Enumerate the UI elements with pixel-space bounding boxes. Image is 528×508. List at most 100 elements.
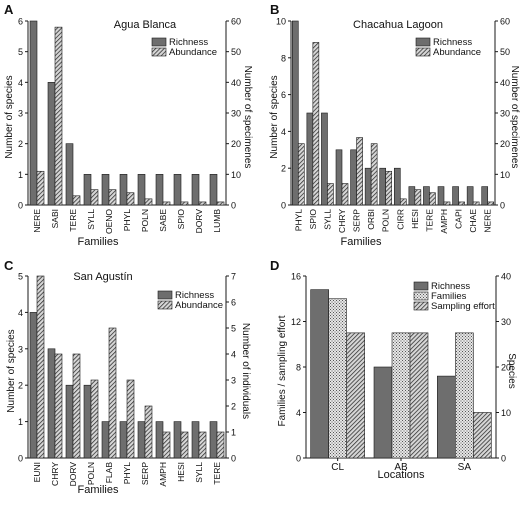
x-tick-label: EUNI — [32, 462, 42, 482]
y-tick-label-right: 1 — [231, 428, 236, 438]
bar-richness — [119, 421, 128, 459]
x-tick-label: HESI — [176, 462, 186, 482]
y-tick-label-right: 30 — [501, 317, 511, 327]
y-tick-label-right: 30 — [231, 109, 241, 119]
chart-panel-c: C San Agustín 0 1 2 3 4 5 0 1 2 3 4 5 6 7 Number of spec… — [4, 258, 251, 496]
x-tick-label: SABI — [50, 209, 60, 228]
y-axis-label-right: Number of individuals — [240, 323, 251, 419]
y-tick-label-right: 0 — [231, 454, 236, 464]
x-tick-label: DORV — [194, 209, 204, 234]
bar-richness — [47, 82, 56, 206]
y-tick-label-left: 5 — [18, 47, 23, 57]
legend-label: Sampling effort — [431, 301, 495, 312]
y-axis-label-left: Number of species — [269, 75, 280, 158]
bar-abundance — [216, 201, 225, 206]
bar-richness — [423, 186, 430, 206]
x-tick-label: AMPH — [439, 209, 449, 234]
legend-label: Abundance — [433, 47, 481, 58]
bar-richness — [393, 167, 401, 206]
x-tick-label: AB — [394, 462, 408, 473]
bar-abundance — [414, 189, 422, 206]
panel-letter: B — [270, 2, 279, 17]
legend-swatch — [413, 291, 429, 301]
x-tick-label: SABE — [158, 209, 168, 232]
bar-richness — [481, 186, 489, 206]
x-tick-label: ORBI — [366, 209, 376, 230]
bar-richness — [137, 421, 146, 459]
bar-abundance — [162, 431, 171, 459]
bar-richness — [83, 384, 92, 459]
y-tick-label-left: 3 — [18, 109, 23, 119]
bar-abundance — [108, 189, 117, 206]
y-tick-label-left: 4 — [296, 408, 301, 418]
x-tick-label: PHYL — [122, 209, 132, 231]
x-tick-label: HESI — [410, 209, 420, 229]
bar-sampling-effort — [473, 412, 492, 459]
bar-richness — [437, 186, 445, 206]
y-tick-label-right: 7 — [231, 272, 236, 282]
bar-richness — [137, 174, 146, 206]
bar-richness — [119, 174, 128, 206]
x-tick-label: CHAE — [468, 209, 478, 233]
y-axis-label-left: Number of species — [4, 75, 15, 158]
bar-families — [328, 298, 347, 459]
x-tick-label: SERP — [140, 462, 150, 485]
y-tick-label-right: 10 — [501, 408, 511, 418]
chart-title: Agua Blanca — [114, 19, 177, 31]
y-tick-label-right: 30 — [500, 109, 510, 119]
x-tick-label: CL — [331, 462, 344, 473]
bar-abundance — [429, 192, 436, 206]
x-tick-label: PHYL — [293, 209, 303, 231]
bar-richness — [310, 289, 329, 459]
x-tick-label: CIRR — [395, 209, 405, 230]
bar-abundance — [162, 201, 171, 206]
x-tick-label: OENO — [104, 209, 114, 234]
y-tick-label-right: 4 — [231, 350, 236, 360]
bar-abundance — [327, 183, 334, 206]
bar-richness — [408, 186, 416, 206]
y-tick-label-left: 4 — [18, 308, 23, 318]
y-tick-label-right: 6 — [231, 298, 236, 308]
bar-abundance — [90, 189, 99, 206]
y-tick-label-right: 10 — [231, 170, 241, 180]
x-axis-label: Families — [78, 236, 119, 248]
y-tick-label-right: 10 — [500, 170, 510, 180]
y-tick-label-left: 5 — [18, 272, 23, 282]
bar-abundance — [297, 143, 305, 206]
bar-abundance — [216, 431, 225, 459]
x-tick-label: CAPI — [454, 209, 464, 229]
bar-richness — [335, 149, 343, 206]
y-tick-label-right: 50 — [231, 47, 241, 57]
bar-abundance — [198, 431, 207, 459]
y-tick-label-right: 20 — [500, 139, 510, 149]
y-tick-label-right: 60 — [500, 17, 510, 27]
bar-richness — [65, 384, 74, 459]
legend-swatch — [415, 37, 431, 47]
bar-richness — [437, 375, 456, 459]
legend-label: Families — [431, 291, 467, 302]
y-axis-label-right: Number of specimenes — [242, 66, 253, 169]
y-tick-label-left: 8 — [296, 363, 301, 373]
legend-label: Richness — [431, 281, 470, 292]
bar-abundance — [385, 170, 393, 206]
chart-title: Chacahua Lagoon — [353, 19, 443, 31]
y-tick-label-left: 0 — [18, 454, 23, 464]
bar-richness — [373, 366, 393, 459]
legend-label: Abundance — [175, 300, 223, 311]
x-tick-label: TERE — [212, 462, 222, 485]
bar-abundance — [90, 379, 99, 459]
x-tick-label: NERE — [483, 209, 493, 233]
x-tick-label: AMPH — [158, 462, 168, 487]
x-tick-label: FLAB — [104, 462, 114, 484]
bar-richness — [29, 312, 38, 459]
y-tick-label-left: 2 — [281, 164, 286, 174]
y-tick-label-left: 1 — [18, 417, 23, 427]
x-tick-label: SYLL — [86, 209, 96, 230]
x-tick-label: SPIO — [176, 209, 186, 230]
bar-abundance — [108, 327, 117, 459]
y-tick-label-right: 20 — [501, 363, 511, 373]
x-tick-label: CHRY — [337, 209, 347, 233]
panel-letter: D — [270, 258, 279, 273]
legend-swatch — [151, 37, 167, 47]
